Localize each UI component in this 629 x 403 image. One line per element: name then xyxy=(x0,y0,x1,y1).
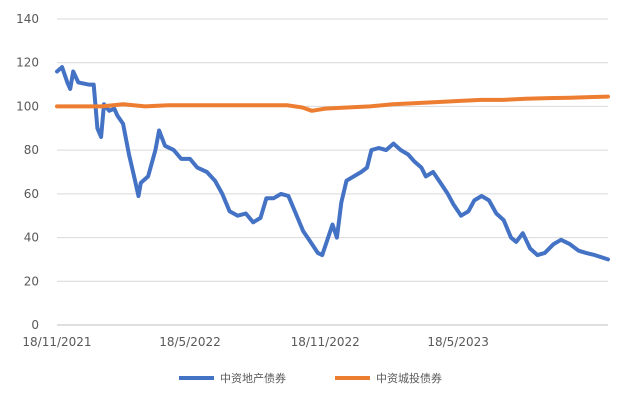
legend-item-1[interactable]: 中资城投债券 xyxy=(335,371,442,385)
x-tick-label: 18/11/2021 xyxy=(22,335,91,349)
y-tick-label: 60 xyxy=(24,187,39,201)
series-line-0 xyxy=(55,65,610,262)
series-line-1 xyxy=(55,94,610,113)
y-tick-label: 140 xyxy=(16,12,39,26)
legend-item-0[interactable]: 中资地产债券 xyxy=(179,371,286,385)
legend-label-0: 中资地产债券 xyxy=(220,371,286,385)
y-tick-label: 120 xyxy=(16,56,39,70)
x-axis-ticks: 18/11/2021 18/5/2022 18/11/2022 18/5/2023 xyxy=(22,335,488,349)
x-tick-label: 18/5/2023 xyxy=(427,335,489,349)
x-tick-label: 18/5/2022 xyxy=(159,335,221,349)
y-tick-label: 40 xyxy=(24,231,39,245)
y-tick-label: 0 xyxy=(31,318,39,332)
x-tick-label: 18/11/2022 xyxy=(291,335,360,349)
y-axis-ticks: 0 20 40 60 80 100 120 140 xyxy=(16,12,39,332)
y-tick-label: 100 xyxy=(16,99,39,113)
series-lines xyxy=(55,65,610,262)
y-tick-label: 80 xyxy=(24,143,39,157)
legend-label-1: 中资城投债券 xyxy=(376,371,442,385)
legend: 中资地产债券 中资城投债券 xyxy=(179,371,442,385)
y-tick-label: 20 xyxy=(24,274,39,288)
